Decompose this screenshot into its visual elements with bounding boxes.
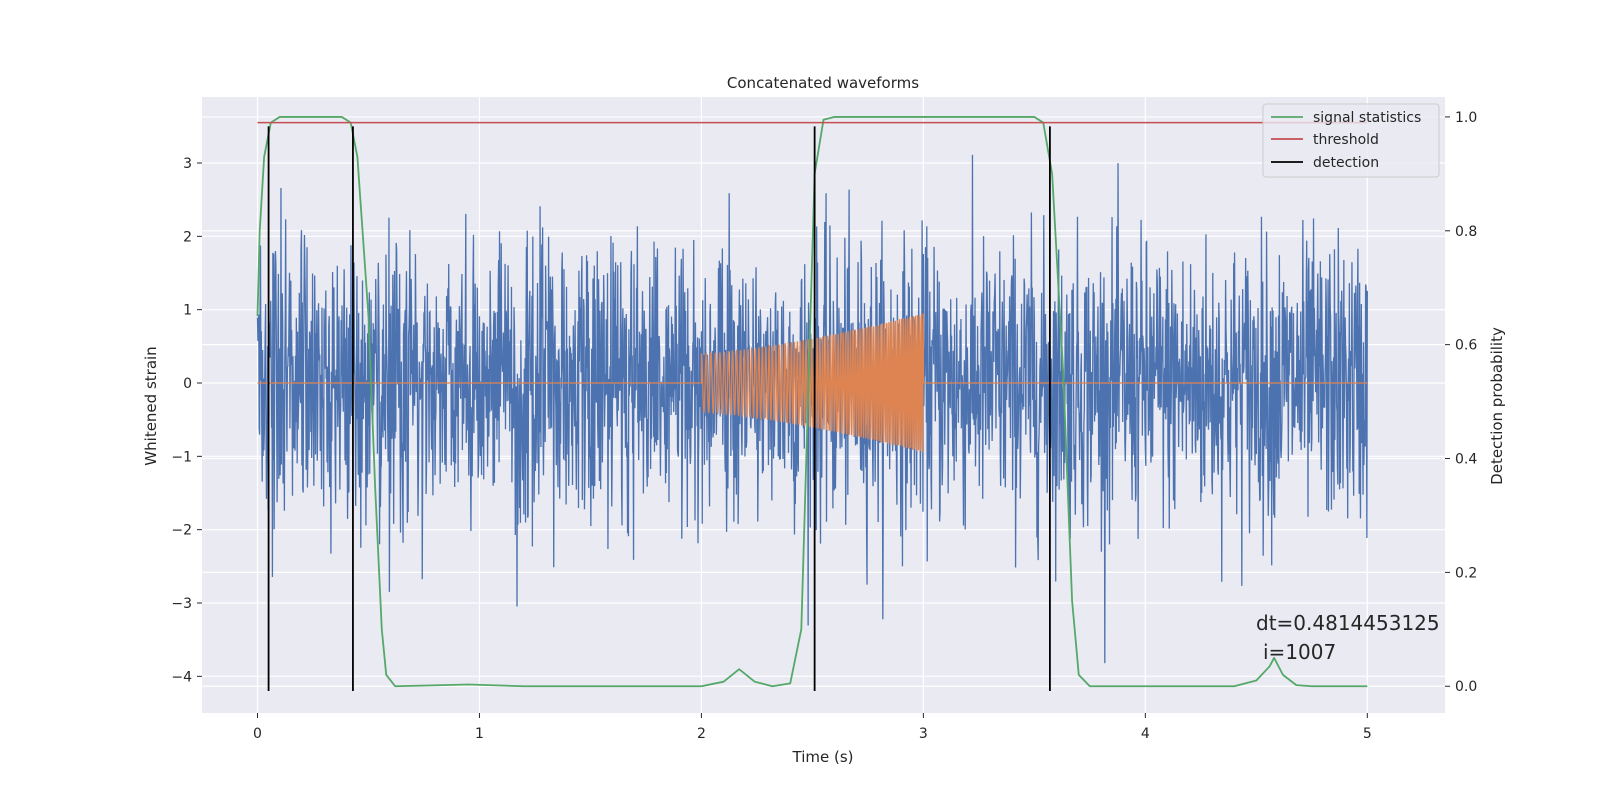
- x-tick-label-1: 1: [475, 726, 484, 742]
- y-tick-label-1: −3: [171, 596, 192, 612]
- y-tick-label-6: 2: [183, 229, 192, 245]
- x-tick-label-4: 4: [1141, 726, 1150, 742]
- y-axis-label: Whitened strain: [142, 346, 160, 465]
- y2-axis-label: Detection probability: [1488, 327, 1506, 485]
- legend-label-signal-statistics: signal statistics: [1313, 110, 1421, 126]
- legend-label-detection: detection: [1313, 155, 1379, 171]
- x-axis-label: Time (s): [792, 748, 854, 766]
- series-layer: [256, 116, 1368, 691]
- annotation-dt: dt=0.4814453125: [1256, 611, 1440, 635]
- y2-tick-label-1: 0.2: [1455, 565, 1477, 581]
- y-tick-label-0: −4: [171, 669, 192, 685]
- legend: signal statistics threshold detection: [1262, 103, 1440, 178]
- x-tick-label-5: 5: [1363, 726, 1372, 742]
- y-tick-label-3: −1: [171, 449, 192, 465]
- y2-tick-label-3: 0.6: [1455, 338, 1477, 354]
- x-tick-label-2: 2: [697, 726, 706, 742]
- y2-tick-label-2: 0.4: [1455, 452, 1477, 468]
- x-tick-label-3: 3: [919, 726, 928, 742]
- injected-chirp-line: [257, 313, 1368, 453]
- x-tick-label-0: 0: [253, 726, 262, 742]
- signal-statistics-line: [256, 116, 1368, 688]
- y-tick-label-7: 3: [183, 156, 192, 172]
- axes-layer: 0 1 2 3 4 5 −4 −3 −2 −1 0 1 2 3 0.0 0.2 0.4 0.6 0.8 1.0: [171, 110, 1477, 742]
- y-tick-label-5: 1: [183, 303, 192, 319]
- annotation-i: i=1007: [1263, 640, 1336, 664]
- y2-tick-label-0: 0.0: [1455, 679, 1477, 695]
- y2-tick-label-4: 0.8: [1455, 224, 1477, 240]
- legend-label-threshold: threshold: [1313, 132, 1379, 148]
- y-tick-label-4: 0: [183, 376, 192, 392]
- legend-box: [1262, 103, 1440, 178]
- y2-tick-label-5: 1.0: [1455, 110, 1477, 126]
- chart-title: Concatenated waveforms: [727, 74, 919, 92]
- y-tick-label-2: −2: [171, 523, 192, 539]
